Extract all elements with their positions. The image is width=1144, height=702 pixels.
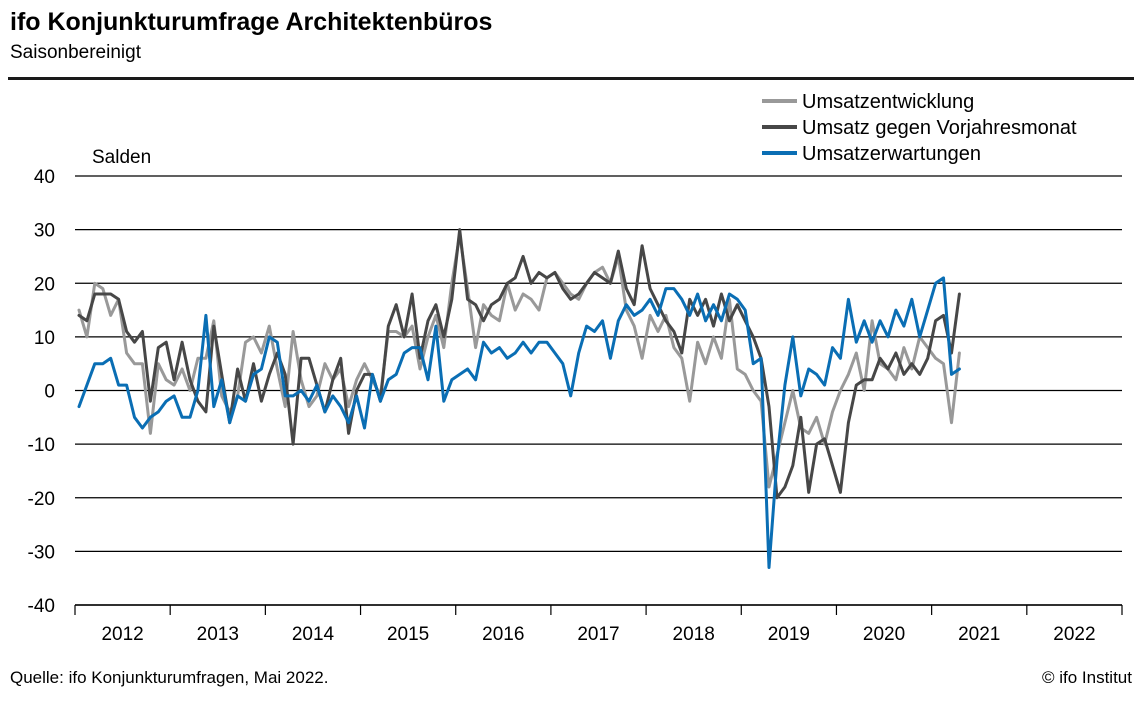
- y-tick-label: 30: [34, 221, 55, 242]
- x-tick-label: 2016: [482, 624, 524, 645]
- title-divider: [8, 77, 1134, 80]
- y-axis-label: Salden: [92, 147, 151, 168]
- x-tick-label: 2015: [387, 624, 429, 645]
- copyright-note: © ifo Institut: [1041, 668, 1132, 687]
- x-tick-label: 2017: [577, 624, 619, 645]
- x-tick-label: 2022: [1053, 624, 1095, 645]
- y-tick-label: -20: [28, 489, 55, 510]
- y-tick-label: 20: [34, 274, 55, 295]
- legend-label: Umsatz gegen Vorjahresmonat: [802, 117, 1077, 139]
- grid-lines: [75, 175, 1122, 606]
- source-note: Quelle: ifo Konjunkturumfragen, Mai 2022…: [10, 668, 329, 687]
- chart-subtitle: Saisonbereinigt: [10, 42, 141, 63]
- y-tick-label: -40: [28, 596, 55, 617]
- x-tick-label: 2014: [292, 624, 335, 645]
- legend: Umsatzentwicklung Umsatz gegen Vorjahresm…: [762, 91, 1077, 165]
- y-tick-label: -30: [28, 542, 55, 563]
- chart-title: ifo Konjunkturumfrage Architektenbüros: [10, 8, 493, 36]
- x-tick-label: 2018: [673, 624, 715, 645]
- x-tick-label: 2021: [958, 624, 1000, 645]
- x-tick-label: 2012: [101, 624, 143, 645]
- x-tick-label: 2013: [197, 624, 239, 645]
- x-tick-label: 2020: [863, 624, 905, 645]
- series-line-3: [77, 276, 961, 569]
- x-axis: 2012 2013 2014 2015 2016 2017 2018 2019 2020 2021…: [74, 604, 1123, 645]
- y-tick-label: 0: [44, 382, 55, 403]
- legend-label: Umsatzentwicklung: [802, 91, 974, 113]
- y-tick-label: 40: [34, 167, 55, 188]
- y-tick-label: 10: [34, 328, 55, 349]
- series-lines: [77, 228, 961, 569]
- y-tick-label: -10: [28, 435, 55, 456]
- x-tick-label: 2019: [768, 624, 810, 645]
- y-axis: 40 30 20 10 0 -10 -20 -30 -40: [28, 167, 55, 617]
- legend-label: Umsatzerwartungen: [802, 143, 981, 165]
